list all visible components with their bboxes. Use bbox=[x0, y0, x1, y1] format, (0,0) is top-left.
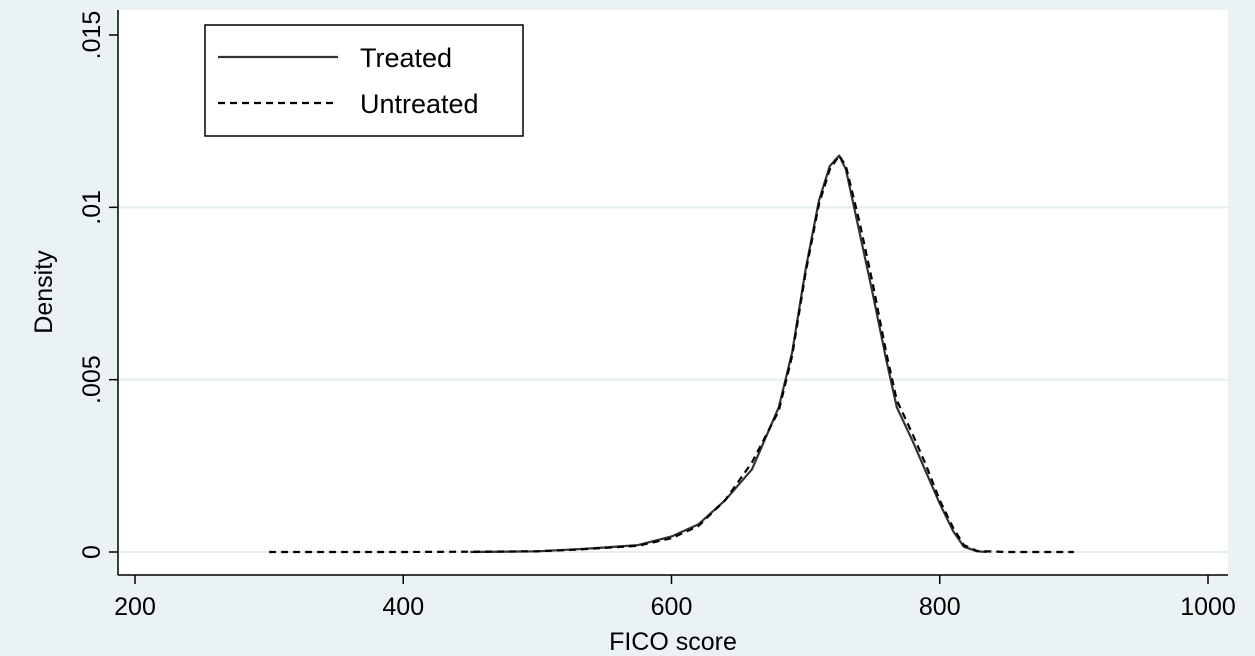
y-tick-label-2: .01 bbox=[78, 190, 106, 225]
x-axis-title: FICO score bbox=[609, 628, 737, 656]
legend-box bbox=[204, 24, 524, 137]
y-tick-label-3: .015 bbox=[78, 11, 106, 60]
y-axis-title: Density bbox=[30, 250, 58, 334]
x-axis-ticks: 200 400 600 800 1000 bbox=[114, 575, 1236, 621]
x-tick-label-2: 600 bbox=[651, 593, 693, 621]
x-tick-label-0: 200 bbox=[114, 593, 156, 621]
grid-lines bbox=[118, 206, 1228, 553]
series-line-treated bbox=[470, 154, 987, 554]
legend: Treated Untreated bbox=[204, 24, 524, 137]
legend-label-untreated: Untreated bbox=[360, 89, 479, 119]
x-tick-label-1: 400 bbox=[382, 593, 424, 621]
x-tick-label-3: 800 bbox=[919, 593, 961, 621]
y-axis-ticks: 0 .005 .01 .015 bbox=[78, 11, 118, 559]
x-tick-label-4: 1000 bbox=[1180, 593, 1236, 621]
y-tick-label-0: 0 bbox=[78, 545, 106, 559]
y-tick-label-1: .005 bbox=[78, 355, 106, 404]
series-lines bbox=[269, 154, 1074, 554]
series-line-untreated bbox=[269, 154, 1074, 554]
legend-label-treated: Treated bbox=[360, 43, 452, 73]
